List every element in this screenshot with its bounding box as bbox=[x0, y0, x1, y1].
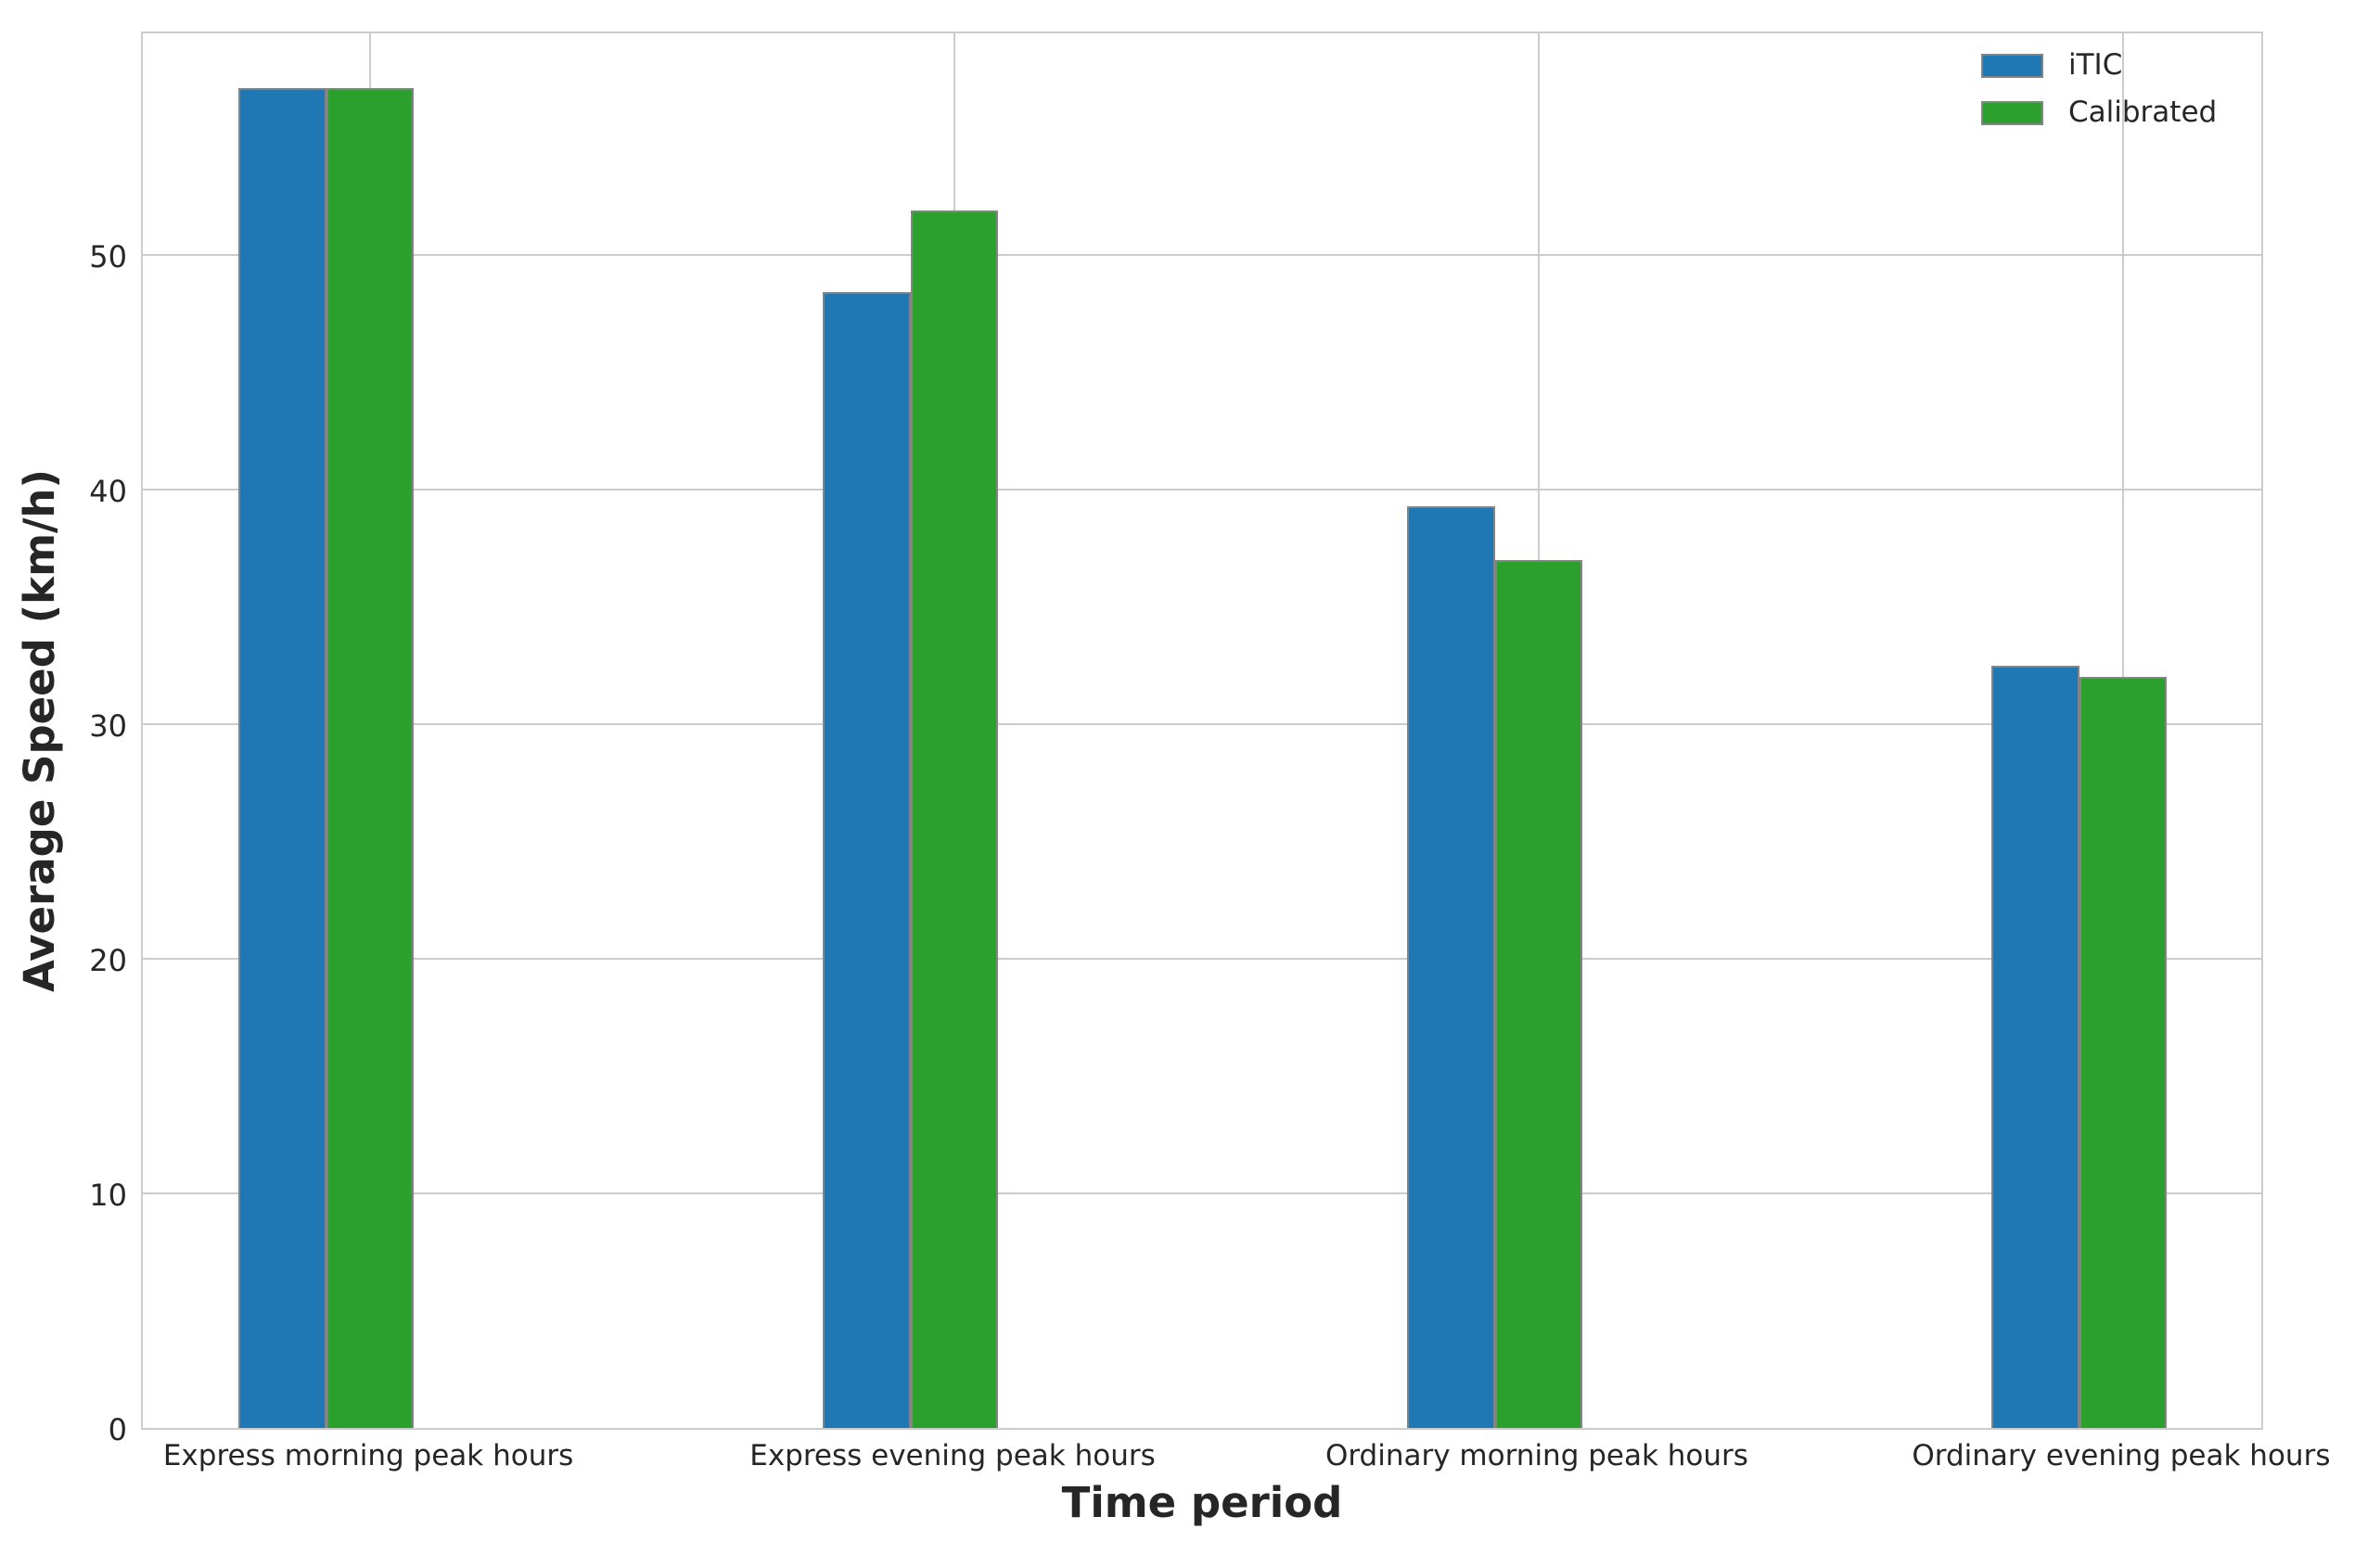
bar-itic-1 bbox=[238, 88, 326, 1428]
legend: iTIC Calibrated bbox=[1981, 49, 2217, 129]
y-tick-label: 0 bbox=[108, 1412, 127, 1447]
gridline-horizontal bbox=[143, 957, 2261, 960]
plot-area bbox=[141, 32, 2263, 1430]
y-tick-label: 20 bbox=[89, 942, 127, 978]
bar-itic-4 bbox=[1991, 665, 2079, 1428]
legend-item-calibrated: Calibrated bbox=[1981, 96, 2217, 129]
x-tick-label: Express morning peak hours bbox=[162, 1439, 574, 1472]
legend-item-itic: iTIC bbox=[1981, 49, 2217, 82]
legend-swatch-calibrated bbox=[1981, 100, 2043, 125]
bar-itic-3 bbox=[1407, 505, 1495, 1428]
bar-calibrated-3 bbox=[1494, 559, 1583, 1428]
y-tick-label: 30 bbox=[89, 707, 127, 744]
y-tick-label: 10 bbox=[89, 1177, 127, 1213]
bar-calibrated-2 bbox=[910, 210, 999, 1428]
y-tick-label: 50 bbox=[89, 238, 127, 274]
legend-label: iTIC bbox=[2068, 48, 2123, 82]
bar-calibrated-4 bbox=[2079, 677, 2168, 1428]
bar-calibrated-1 bbox=[326, 88, 415, 1428]
x-tick-label: Express evening peak hours bbox=[749, 1439, 1156, 1472]
gridline-horizontal bbox=[143, 722, 2261, 725]
x-axis-title: Time period bbox=[1061, 1478, 1343, 1527]
legend-swatch-itic bbox=[1981, 53, 2043, 78]
gridline-horizontal bbox=[143, 1192, 2261, 1194]
y-axis-title: Average Speed (km/h) bbox=[15, 469, 64, 992]
gridline-horizontal bbox=[143, 253, 2261, 256]
x-tick-label: Ordinary evening peak hours bbox=[1912, 1439, 2331, 1472]
y-tick-label: 40 bbox=[89, 473, 127, 509]
gridline-horizontal bbox=[143, 488, 2261, 491]
legend-label: Calibrated bbox=[2068, 96, 2218, 129]
x-tick-label: Ordinary morning peak hours bbox=[1324, 1439, 1748, 1472]
bar-itic-2 bbox=[823, 292, 911, 1428]
